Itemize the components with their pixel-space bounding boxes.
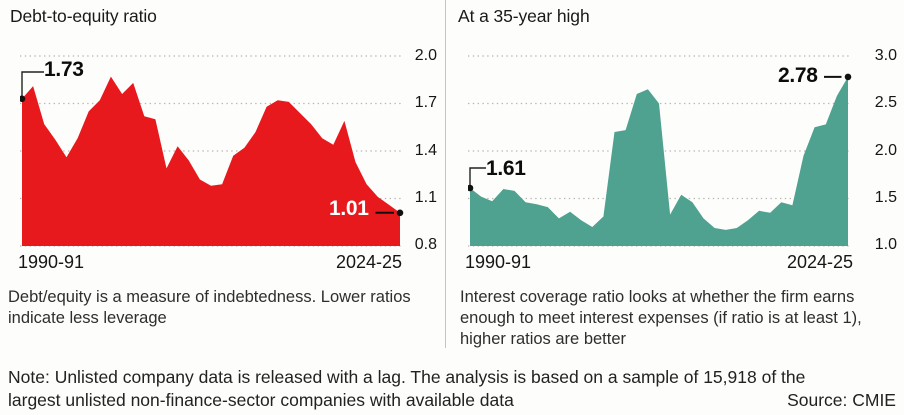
- y-tick: 0.8: [414, 236, 437, 253]
- panel-debt-to-equity: Debt-to-equity ratio 2.0 1.7 1.4 1.1 0.8…: [0, 0, 445, 360]
- chart-caption: Debt/equity is a measure of indebtedness…: [8, 288, 411, 328]
- panel-divider: [445, 0, 446, 348]
- y-tick: 1.4: [414, 142, 437, 159]
- annotation-start-value: 1.61: [486, 157, 526, 180]
- x-tick-last-year: 2024-25: [786, 252, 853, 272]
- x-tick-last-year: 2024-25: [335, 252, 402, 272]
- x-tick-first-year: 1990-91: [18, 252, 85, 272]
- y-tick: 1.7: [414, 94, 437, 111]
- x-tick-first-year: 1990-91: [465, 252, 532, 272]
- debt-to-equity-area-chart: [20, 55, 404, 247]
- y-tick: 1.1: [414, 189, 437, 206]
- footnote: Note: Unlisted company data is released …: [8, 366, 896, 412]
- panel-title-right: At a 35-year high: [458, 6, 590, 26]
- y-tick: 2.0: [414, 47, 437, 64]
- panel-title-left: Debt-to-equity ratio: [10, 6, 157, 26]
- footnote-line1: Note: Unlisted company data is released …: [8, 367, 806, 387]
- y-tick: 3.0: [874, 47, 897, 64]
- interest-coverage-area-chart: [468, 55, 852, 247]
- panel-interest-coverage: At a 35-year high 3.0 2.5 2.0 1.5 1.0 19…: [445, 0, 904, 360]
- y-tick: 2.0: [874, 142, 897, 159]
- y-tick: 1.0: [874, 236, 897, 253]
- source-credit: Source: CMIE: [787, 390, 896, 410]
- y-tick: 2.5: [874, 94, 897, 111]
- y-tick: 1.5: [874, 189, 897, 206]
- annotation-end-value: 2.78: [778, 64, 818, 87]
- chart-caption: Interest coverage ratio looks at whether…: [460, 288, 862, 349]
- footnote-line2: largest unlisted non-finance-sector comp…: [8, 390, 514, 411]
- annotation-start-value: 1.73: [44, 58, 84, 81]
- annotation-end-value: 1.01: [329, 197, 369, 220]
